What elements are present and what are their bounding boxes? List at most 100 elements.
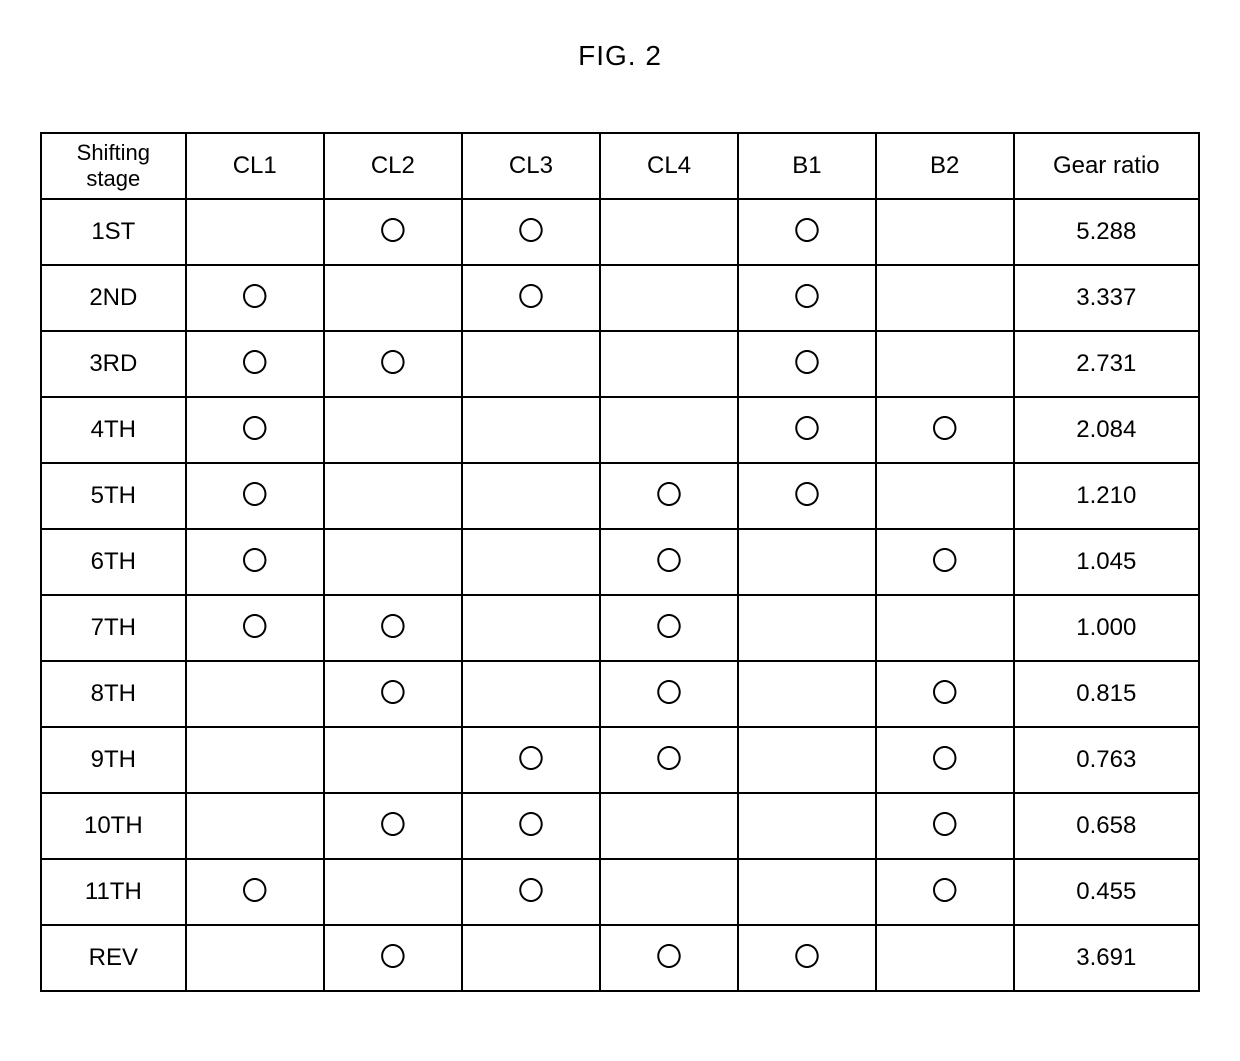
table-body: 1ST〇〇〇5.2882ND〇〇〇3.3373RD〇〇〇2.7314TH〇〇〇2…: [41, 199, 1199, 991]
engaged-mark: 〇: [932, 810, 958, 840]
table-row: 10TH 〇 〇 〇 0.658: [41, 793, 1199, 859]
gear-ratio-cell: 1.045: [1014, 529, 1199, 595]
table-row: 3RD〇〇〇2.731: [41, 331, 1199, 397]
cl3-cell: [462, 661, 600, 727]
col-header-b2: B2: [876, 133, 1014, 199]
cl4-cell: 〇: [600, 661, 738, 727]
cl3-cell: 〇: [462, 859, 600, 925]
b2-cell: 〇: [876, 529, 1014, 595]
engaged-mark: 〇: [380, 810, 406, 840]
cl3-cell: [462, 331, 600, 397]
b2-cell: [876, 331, 1014, 397]
gear-ratio-cell: 3.337: [1014, 265, 1199, 331]
engaged-mark: 〇: [242, 876, 268, 906]
b1-cell: [738, 529, 876, 595]
engaged-mark: 〇: [932, 546, 958, 576]
cl2-cell: [324, 397, 462, 463]
engaged-mark: 〇: [242, 546, 268, 576]
stage-cell: 4TH: [41, 397, 186, 463]
gear-ratio-cell: 1.000: [1014, 595, 1199, 661]
b1-cell: [738, 595, 876, 661]
b1-cell: [738, 727, 876, 793]
b1-cell: [738, 793, 876, 859]
table-row: REV〇〇〇3.691: [41, 925, 1199, 991]
table-row: 4TH〇〇〇2.084: [41, 397, 1199, 463]
table-row: 9TH〇〇〇0.763: [41, 727, 1199, 793]
cl2-cell: 〇: [324, 199, 462, 265]
cl2-cell: 〇: [324, 793, 462, 859]
gear-ratio-cell: 0.455: [1014, 859, 1199, 925]
cl4-cell: [600, 199, 738, 265]
gear-ratio-cell: 5.288: [1014, 199, 1199, 265]
col-header-stage: Shiftingstage: [41, 133, 186, 199]
engaged-mark: 〇: [794, 348, 820, 378]
table-row: 1ST 〇 〇 〇 5.288: [41, 199, 1199, 265]
engaged-mark: 〇: [380, 678, 406, 708]
stage-cell: 10TH: [41, 793, 186, 859]
col-header-cl2: CL2: [324, 133, 462, 199]
b2-cell: 〇: [876, 859, 1014, 925]
engaged-mark: 〇: [380, 942, 406, 972]
engaged-mark: 〇: [794, 480, 820, 510]
cl1-cell: [186, 199, 324, 265]
col-header-cl3: CL3: [462, 133, 600, 199]
cl1-cell: 〇: [186, 397, 324, 463]
stage-cell: 2ND: [41, 265, 186, 331]
cl1-cell: 〇: [186, 529, 324, 595]
engaged-mark: 〇: [656, 744, 682, 774]
engaged-mark: 〇: [794, 216, 820, 246]
gear-ratio-cell: 0.763: [1014, 727, 1199, 793]
gear-ratio-cell: 0.815: [1014, 661, 1199, 727]
b1-cell: 〇: [738, 463, 876, 529]
b2-cell: [876, 265, 1014, 331]
stage-cell: 1ST: [41, 199, 186, 265]
cl1-cell: [186, 793, 324, 859]
cl4-cell: 〇: [600, 925, 738, 991]
cl4-cell: 〇: [600, 727, 738, 793]
engaged-mark: 〇: [242, 414, 268, 444]
cl2-cell: [324, 463, 462, 529]
b1-cell: [738, 859, 876, 925]
cl3-cell: 〇: [462, 793, 600, 859]
cl2-cell: 〇: [324, 661, 462, 727]
cl4-cell: 〇: [600, 529, 738, 595]
col-header-b1: B1: [738, 133, 876, 199]
gear-ratio-cell: 3.691: [1014, 925, 1199, 991]
cl1-cell: 〇: [186, 595, 324, 661]
header-row: ShiftingstageCL1CL2CL3CL4B1B2Gear ratio: [41, 133, 1199, 199]
cl3-cell: [462, 397, 600, 463]
engaged-mark: 〇: [656, 678, 682, 708]
cl3-cell: [462, 925, 600, 991]
cl2-cell: 〇: [324, 331, 462, 397]
cl4-cell: [600, 265, 738, 331]
engaged-mark: 〇: [242, 348, 268, 378]
engaged-mark: 〇: [242, 480, 268, 510]
stage-cell: 3RD: [41, 331, 186, 397]
engaged-mark: 〇: [794, 414, 820, 444]
engaged-mark: 〇: [656, 546, 682, 576]
b2-cell: 〇: [876, 793, 1014, 859]
figure-title: FIG. 2: [40, 40, 1200, 72]
table-row: 11TH〇〇〇0.455: [41, 859, 1199, 925]
engaged-mark: 〇: [932, 678, 958, 708]
b2-cell: 〇: [876, 397, 1014, 463]
engaged-mark: 〇: [932, 744, 958, 774]
col-header-cl1: CL1: [186, 133, 324, 199]
stage-cell: 9TH: [41, 727, 186, 793]
cl3-cell: 〇: [462, 265, 600, 331]
table-row: 5TH〇〇〇1.210: [41, 463, 1199, 529]
gear-ratio-cell: 0.658: [1014, 793, 1199, 859]
b1-cell: 〇: [738, 397, 876, 463]
engaged-mark: 〇: [932, 414, 958, 444]
shifting-table: ShiftingstageCL1CL2CL3CL4B1B2Gear ratio …: [40, 132, 1200, 992]
engaged-mark: 〇: [518, 282, 544, 312]
b2-cell: [876, 595, 1014, 661]
engaged-mark: 〇: [242, 282, 268, 312]
engaged-mark: 〇: [518, 216, 544, 246]
stage-cell: 6TH: [41, 529, 186, 595]
stage-cell: 5TH: [41, 463, 186, 529]
cl1-cell: [186, 925, 324, 991]
table-wrap: ShiftingstageCL1CL2CL3CL4B1B2Gear ratio …: [40, 132, 1200, 992]
cl2-cell: 〇: [324, 925, 462, 991]
gear-ratio-cell: 1.210: [1014, 463, 1199, 529]
